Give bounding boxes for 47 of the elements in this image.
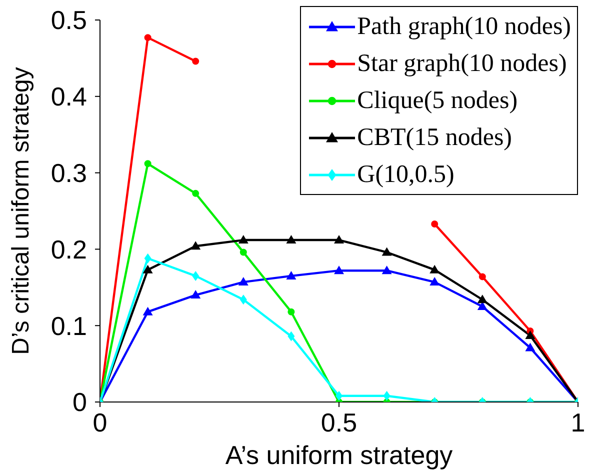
y-tick-label: 0.4 — [50, 82, 87, 112]
legend-label: G(10,0.5) — [357, 160, 454, 190]
point — [477, 294, 488, 304]
point — [477, 302, 488, 310]
x-tick-label: 1 — [570, 407, 586, 438]
x-axis-title: A’s uniform strategy — [225, 440, 453, 470]
y-tick-label: 0.3 — [50, 158, 87, 188]
legend-label: CBT(15 nodes) — [357, 123, 512, 153]
point — [142, 264, 153, 274]
point — [144, 34, 152, 42]
y-tick-label: 0.5 — [50, 5, 87, 36]
y-tick-label: 0.2 — [50, 234, 87, 264]
point — [334, 266, 344, 274]
y-axis-title: D’s critical uniform strategy — [8, 67, 35, 355]
point — [190, 290, 201, 299]
point — [240, 248, 247, 256]
point — [334, 235, 344, 244]
point — [192, 58, 200, 65]
point — [525, 342, 536, 352]
point — [192, 270, 200, 281]
point — [238, 277, 248, 286]
point — [382, 247, 392, 256]
y-tick-label: 0.1 — [50, 310, 87, 341]
x-tick-label: 0 — [92, 407, 108, 438]
point — [240, 294, 247, 305]
point — [142, 306, 153, 316]
point — [144, 160, 152, 168]
point — [288, 331, 295, 342]
x-tick-label: 0.5 — [320, 407, 358, 438]
point — [286, 235, 296, 244]
point — [430, 264, 440, 274]
y-tick-label: 0 — [72, 387, 87, 418]
point — [382, 266, 392, 274]
point — [286, 270, 296, 280]
point — [192, 190, 200, 197]
point — [430, 277, 440, 286]
legend-label: Star graph(10 nodes) — [357, 49, 567, 79]
point — [144, 253, 152, 264]
point — [478, 273, 486, 280]
point — [383, 390, 390, 401]
point — [431, 220, 438, 228]
point — [238, 235, 248, 244]
point — [525, 330, 536, 340]
legend-label: Clique(5 nodes) — [357, 86, 518, 116]
point — [190, 241, 201, 250]
point — [288, 308, 295, 316]
legend-label: Path graph(10 nodes) — [357, 12, 571, 42]
